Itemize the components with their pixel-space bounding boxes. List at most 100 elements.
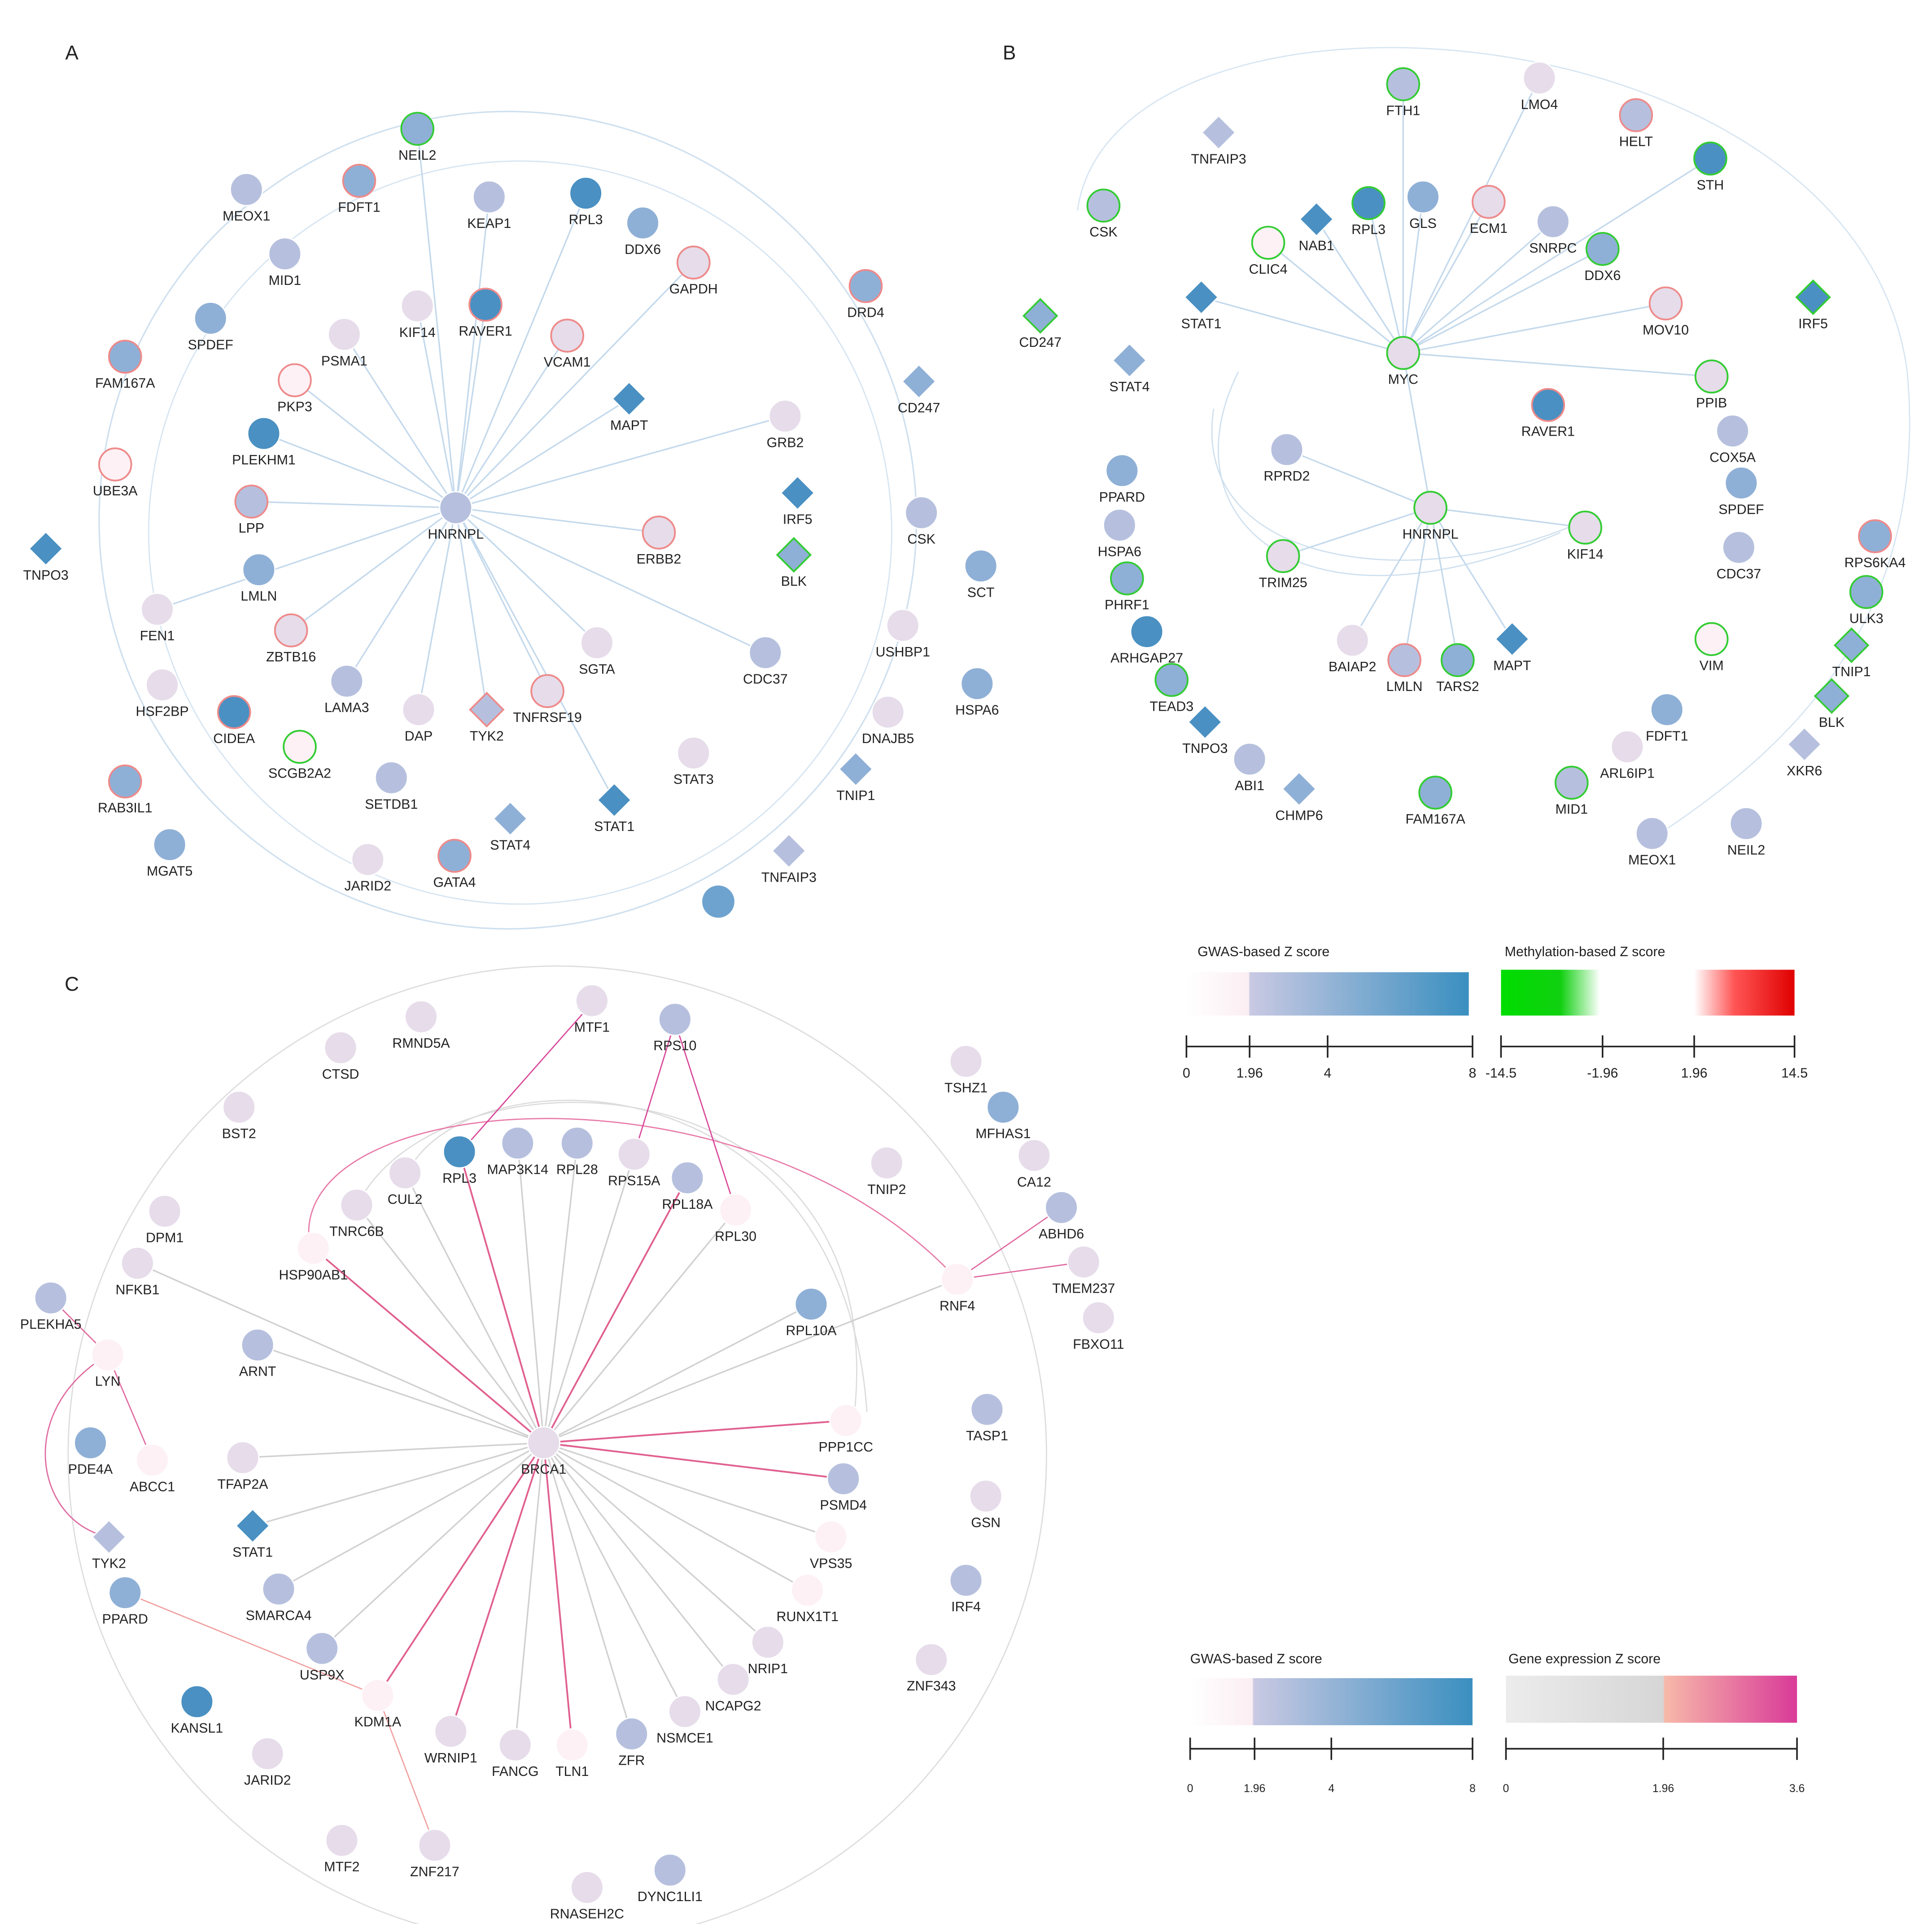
node (1694, 622, 1729, 656)
node (1554, 765, 1589, 800)
node-diamond (1814, 678, 1850, 714)
edge-line (455, 262, 694, 508)
node-label: RPL3 (1351, 223, 1386, 237)
edge-line (1403, 248, 1603, 354)
node (1610, 730, 1644, 764)
legend-tick-label: -1.96 (1587, 1066, 1618, 1080)
panel-letter: A (65, 42, 79, 64)
edge-line (1403, 507, 1431, 660)
node-label: TLN1 (555, 1764, 589, 1779)
edge-line (543, 1303, 812, 1444)
node (145, 668, 179, 702)
node-label: DPM1 (146, 1230, 184, 1245)
edge-line (455, 197, 490, 508)
node-label: ZNF343 (907, 1679, 956, 1694)
node-label: RAVER1 (1521, 424, 1575, 439)
node-label: MEOX1 (1628, 853, 1676, 868)
node (748, 636, 782, 669)
node (1335, 623, 1369, 657)
node (1067, 1245, 1101, 1279)
node-label: FAM167A (1405, 812, 1465, 827)
node-label: NFKB1 (115, 1282, 159, 1297)
node-label: RPL28 (556, 1163, 598, 1177)
edge-line (377, 1442, 545, 1696)
node-label: ULK3 (1849, 611, 1884, 626)
node-label: SCGB2A2 (268, 766, 331, 781)
node-label: SNRPC (1529, 241, 1577, 256)
node (626, 206, 660, 240)
edge-line (137, 1262, 544, 1444)
node (1724, 466, 1758, 500)
node-label: TNFRSF19 (513, 710, 582, 725)
edge-line (1429, 507, 1459, 660)
panel-letter: C (65, 973, 79, 995)
node-diamond (1022, 298, 1058, 334)
node-label: USHBP1 (875, 645, 930, 660)
node (870, 1146, 904, 1180)
node (768, 399, 802, 433)
node (1722, 530, 1756, 564)
node (826, 1462, 861, 1495)
node-label: VPS35 (810, 1556, 852, 1571)
node-label: KIF14 (1567, 547, 1604, 562)
node-label: IRF4 (951, 1600, 981, 1614)
edge-line (514, 1443, 545, 1745)
node (226, 1441, 260, 1475)
edge-line (1368, 203, 1404, 354)
node-label: TNRC6B (329, 1224, 384, 1239)
node (960, 667, 994, 700)
node-label: TSHZ1 (944, 1081, 988, 1096)
node (278, 363, 312, 398)
node (1351, 186, 1386, 220)
legend-tick-label: 8 (1469, 1783, 1476, 1795)
node-label: CDC37 (743, 672, 788, 687)
node-diamond (1184, 280, 1219, 315)
node-label: MID1 (269, 273, 302, 288)
node (1110, 561, 1144, 595)
legend-bar (1190, 1678, 1473, 1725)
edge-line (460, 1002, 736, 1211)
node-label: FAM167A (95, 376, 155, 391)
node-diamond (91, 1519, 127, 1555)
node (148, 1194, 182, 1228)
legend-tick-label: 0 (1187, 1783, 1193, 1795)
node (964, 549, 998, 583)
node-label: ZNF217 (410, 1865, 459, 1880)
node-label: RMND5A (392, 1036, 450, 1051)
node-label: RPRD2 (1263, 469, 1310, 484)
edge-line (543, 1442, 831, 1538)
panel-letter: B (1003, 42, 1016, 64)
node-diamond (468, 691, 505, 728)
node-diamond (1299, 201, 1334, 237)
node-label: TYK2 (92, 1556, 126, 1571)
node-label: GRB2 (767, 435, 804, 450)
edge-line (1403, 157, 1711, 354)
node-label: LYN (95, 1374, 121, 1389)
node-label: TMEM237 (1052, 1281, 1115, 1296)
edge-line (1402, 78, 1540, 354)
node (400, 112, 435, 146)
edge-line (1403, 221, 1554, 354)
edge-line (1430, 507, 1586, 529)
node (418, 1828, 452, 1862)
node-label: KEAP1 (467, 216, 511, 231)
edge-line (455, 415, 786, 509)
node (1849, 575, 1884, 609)
edge-line (543, 1177, 688, 1443)
edge-line (418, 507, 457, 710)
node-label: RPL30 (715, 1229, 756, 1244)
node (1729, 807, 1763, 840)
legend-tick-label: 4 (1328, 1783, 1334, 1795)
node-label: CDC37 (1717, 567, 1762, 582)
edge-line (543, 1442, 734, 1680)
node-label: PLEKHM1 (232, 453, 296, 468)
node (1105, 454, 1139, 488)
node (949, 1045, 983, 1078)
node-label: RPS15A (608, 1174, 660, 1189)
edge-line (455, 507, 766, 654)
legend-title: GWAS-based Z score (1190, 1652, 1322, 1666)
node (829, 1404, 863, 1438)
edge-line (1316, 219, 1404, 354)
node-label: BLK (781, 574, 807, 589)
legend-tick-label: 1.96 (1237, 1066, 1263, 1080)
